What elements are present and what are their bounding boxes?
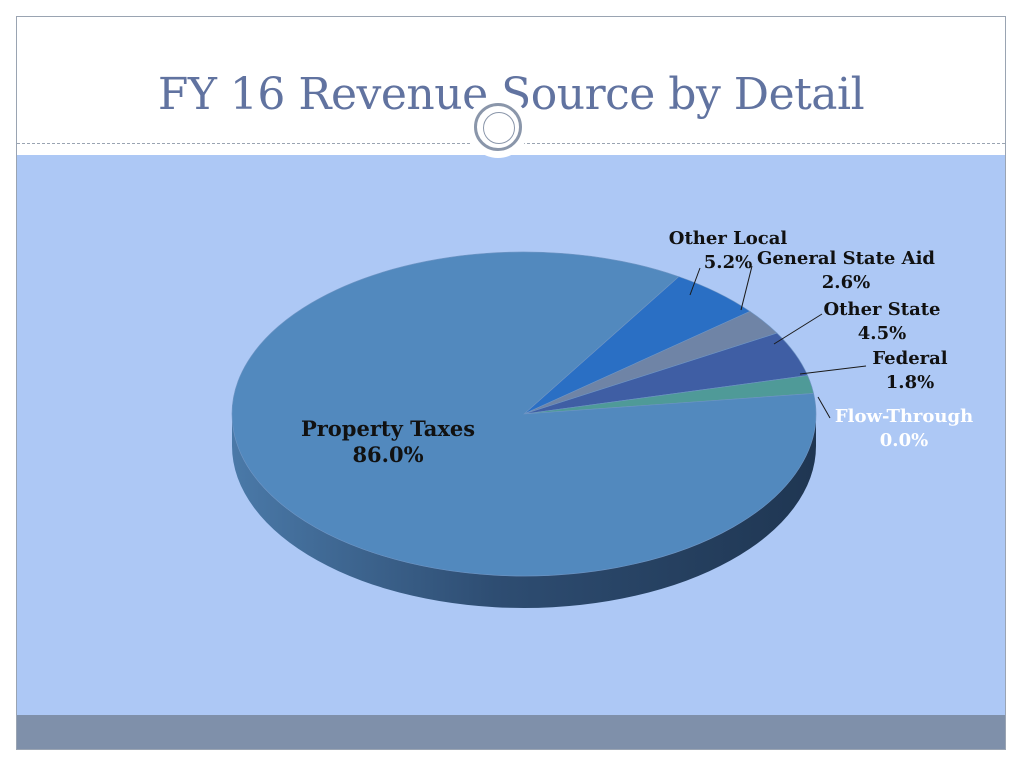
data-label-federal: Federal: [872, 348, 947, 369]
leader-line-flow-through: [817, 396, 831, 419]
data-label-other-local: Other Local: [669, 228, 788, 249]
circle-ornament-icon: [467, 96, 529, 158]
data-label-general-state-aid: General State Aid: [757, 248, 935, 269]
data-label-flow-through: Flow-Through: [835, 406, 973, 427]
data-value-flow-through: 0.0%: [880, 430, 928, 451]
data-value-other-local: 5.2%: [704, 252, 752, 273]
ornament-ring: [474, 103, 522, 151]
ornament-inner-ring: [483, 112, 515, 144]
pie-slice-property-taxes: [231, 251, 817, 577]
data-value-property-taxes: 86.0%: [352, 442, 423, 467]
data-value-federal: 1.8%: [886, 372, 934, 393]
data-label-property-taxes: Property Taxes: [301, 416, 475, 441]
leader-line-federal: [799, 365, 867, 375]
footer-bar: [17, 715, 1005, 749]
pie-side-wall: [232, 414, 816, 608]
data-label-other-state: Other State: [823, 299, 940, 320]
leader-line-general-state-aid: [740, 265, 753, 311]
leader-line-other-state: [773, 313, 823, 345]
leader-line-other-local: [689, 267, 701, 296]
data-value-other-state: 4.5%: [858, 323, 906, 344]
data-value-general-state-aid: 2.6%: [822, 272, 870, 293]
